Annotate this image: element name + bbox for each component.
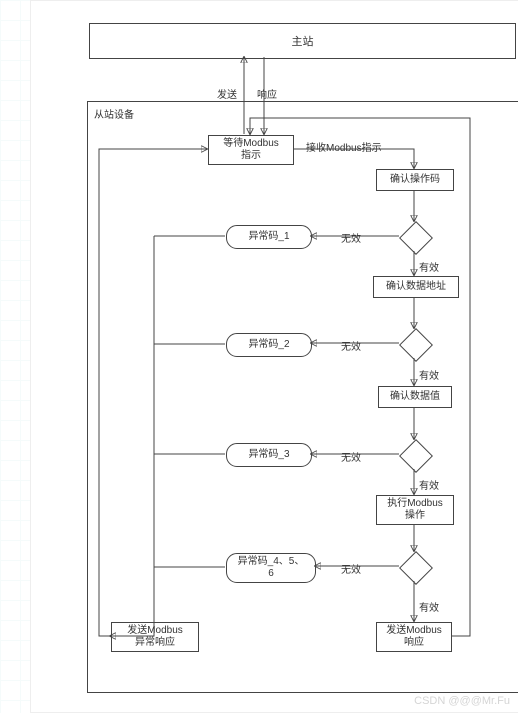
lbl-val4: 有效 (419, 599, 439, 614)
node-confirm-val: 确认数据值 (378, 386, 452, 408)
node-send-ok: 发送Modbus 响应 (376, 622, 452, 652)
lbl-val2: 有效 (419, 367, 439, 382)
canvas: 主站 从站设备 等待Modbus 指示 确认操作码 异常码_1 确认数据地址 异… (30, 0, 518, 713)
master-title: 主站 (292, 33, 314, 49)
node-confirm-addr: 确认数据地址 (373, 276, 459, 298)
node-exc2: 异常码_2 (226, 333, 312, 357)
node-confirm-opcode: 确认操作码 (376, 169, 454, 191)
watermark: CSDN @@@Mr.Fu (414, 695, 510, 707)
slave-title: 从站设备 (94, 106, 134, 121)
node-exc1: 异常码_1 (226, 225, 312, 249)
node-send-err: 发送Modbus 异常响应 (111, 622, 199, 652)
node-exc3: 异常码_3 (226, 443, 312, 467)
node-master: 主站 (89, 23, 516, 59)
node-exec: 执行Modbus 操作 (376, 495, 454, 525)
node-wait: 等待Modbus 指示 (208, 135, 294, 165)
lbl-inv2: 无效 (341, 338, 361, 353)
lbl-val3: 有效 (419, 477, 439, 492)
lbl-resp: 响应 (257, 86, 277, 101)
lbl-recv: 接收Modbus指示 (306, 139, 382, 154)
node-exc456: 异常码_4、5、 6 (226, 553, 316, 583)
lbl-inv1: 无效 (341, 230, 361, 245)
lbl-inv3: 无效 (341, 449, 361, 464)
lbl-val1: 有效 (419, 259, 439, 274)
lbl-send: 发送 (217, 86, 237, 101)
lbl-inv4: 无效 (341, 561, 361, 576)
